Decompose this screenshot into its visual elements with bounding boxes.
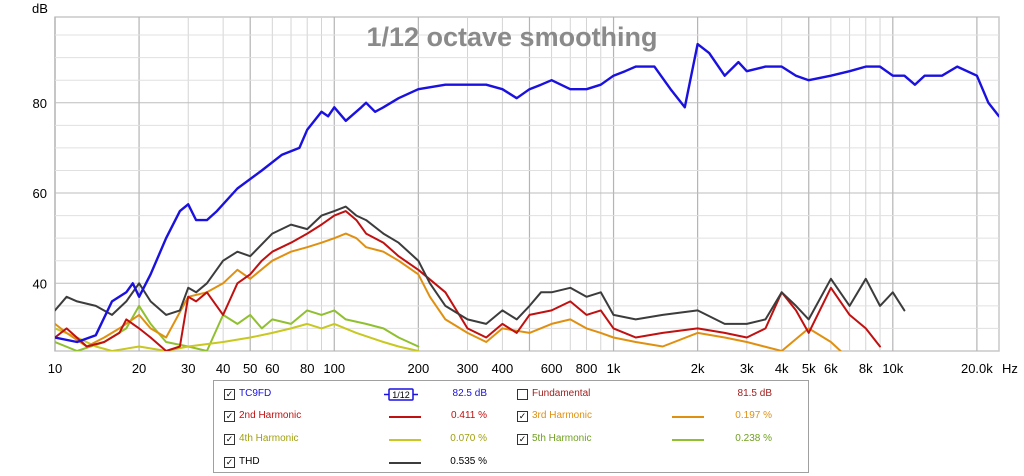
legend-value: 0.238 % (735, 433, 772, 444)
x-tick-label: 30 (181, 361, 195, 376)
smoothing-label: 1/12 (392, 390, 410, 400)
legend-label: THD (239, 456, 260, 467)
series-line-thd (55, 205, 906, 325)
x-tick-label: 80 (300, 361, 314, 376)
series-line-5th-harmonic (55, 304, 420, 351)
x-tick-label: 40 (216, 361, 230, 376)
chart-title: 1/12 octave smoothing (366, 22, 657, 52)
5th-harmonic-checkbox[interactable]: ✓ (517, 434, 528, 445)
x-tick-label: 100 (323, 361, 345, 376)
legend-label: 3rd Harmonic (532, 410, 593, 421)
3rd-harmonic-checkbox[interactable]: ✓ (517, 411, 528, 422)
series-line-tc9fd (55, 42, 999, 344)
legend-item-3rd-harmonic[interactable]: ✓ 3rd Harmonic 0.197 % (517, 410, 787, 424)
x-tick-label: 300 (457, 361, 479, 376)
thd-checkbox[interactable]: ✓ (224, 457, 235, 468)
x-tick-label: 600 (541, 361, 563, 376)
x-tick-labels: 10 20 30 40 50 60 80 100 200 300 400 600 800 1k 2k 3k 4k… (48, 361, 994, 376)
fundamental-checkbox[interactable] (517, 389, 528, 400)
x-tick-label: 8k (859, 361, 873, 376)
legend-value: 0.070 % (450, 433, 487, 444)
legend-item-5th-harmonic[interactable]: ✓ 5th Harmonic 0.238 % (517, 433, 787, 447)
x-tick-label: 10 (48, 361, 62, 376)
legend-panel: ✓ TC9FD 1/12 82.5 dB Fundamental 81.5 dB… (213, 380, 809, 473)
grid-lines (54, 17, 999, 351)
legend-swatch (389, 462, 421, 464)
frequency-response-chart: 10 20 30 40 50 60 80 100 200 300 400 600 800 1k 2k 3k 4k… (32, 1, 1018, 376)
series-line-2nd-harmonic (55, 210, 881, 351)
4th-harmonic-checkbox[interactable]: ✓ (224, 434, 235, 445)
2nd-harmonic-checkbox[interactable]: ✓ (224, 411, 235, 422)
legend-value: 82.5 dB (452, 388, 487, 399)
x-tick-label: 20 (132, 361, 146, 376)
y-tick-label: 60 (33, 186, 47, 201)
x-tick-label: 2k (691, 361, 705, 376)
legend-label: Fundamental (532, 388, 591, 399)
legend-item-thd[interactable]: ✓ THD 0.535 % (224, 456, 504, 470)
legend-value: 0.411 % (451, 410, 487, 421)
x-tick-label: 800 (576, 361, 598, 376)
y-axis-label: dB (32, 1, 48, 16)
y-tick-label: 40 (33, 276, 47, 291)
legend-item-4th-harmonic[interactable]: ✓ 4th Harmonic 0.070 % (224, 433, 504, 447)
x-tick-label: 1k (607, 361, 621, 376)
legend-swatch (389, 439, 421, 441)
x-tick-label: 10k (882, 361, 903, 376)
x-tick-label: 60 (265, 361, 279, 376)
series-line-4th-harmonic (55, 322, 420, 351)
x-tick-label: 20.0k (961, 361, 993, 376)
y-tick-label: 80 (33, 96, 47, 111)
y-tick-labels: 40 60 80 (33, 96, 47, 292)
legend-swatch (672, 416, 704, 418)
legend-value: 0.535 % (450, 456, 487, 467)
legend-label: 4th Harmonic (239, 433, 299, 444)
x-tick-label: 400 (492, 361, 514, 376)
x-tick-label: 50 (243, 361, 257, 376)
legend-swatch (672, 439, 704, 441)
x-axis-unit: Hz (1002, 361, 1018, 376)
legend-swatch (389, 416, 421, 418)
tc9fd-checkbox[interactable]: ✓ (224, 389, 235, 400)
x-tick-label: 200 (407, 361, 429, 376)
series-line-3rd-harmonic (55, 232, 842, 351)
legend-item-tc9fd[interactable]: ✓ TC9FD 1/12 82.5 dB (224, 388, 504, 402)
legend-label: 5th Harmonic (532, 433, 592, 444)
smoothing-icon[interactable]: 1/12 (384, 388, 418, 401)
legend-label: TC9FD (239, 388, 272, 399)
x-tick-label: 3k (740, 361, 754, 376)
legend-item-2nd-harmonic[interactable]: ✓ 2nd Harmonic 0.411 % (224, 410, 504, 424)
legend-label: 2nd Harmonic (239, 410, 302, 421)
x-tick-label: 5k (802, 361, 816, 376)
legend-value: 0.197 % (735, 410, 772, 421)
legend-item-fundamental[interactable]: Fundamental 81.5 dB (517, 388, 787, 402)
x-tick-label: 4k (775, 361, 789, 376)
legend-value: 81.5 dB (737, 388, 772, 399)
x-tick-label: 6k (824, 361, 838, 376)
series-lines (55, 42, 999, 351)
